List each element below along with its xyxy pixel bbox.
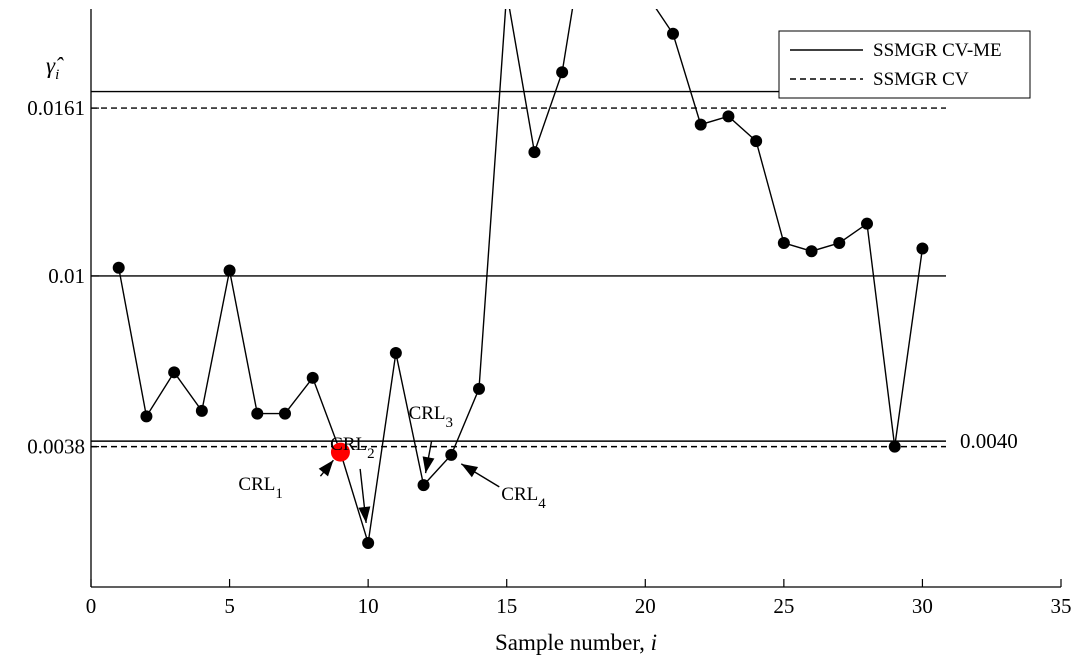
data-point-28 bbox=[861, 217, 873, 230]
data-series bbox=[112, 9, 929, 549]
y-ticks: 0.0038 0.01 0.0161 bbox=[27, 96, 99, 459]
legend-entry-2: SSMGR CV bbox=[873, 69, 969, 90]
data-point-30 bbox=[916, 242, 929, 255]
x-axis-label: Sample number, i bbox=[495, 630, 657, 655]
x-tick-label-0: 0 bbox=[86, 594, 97, 618]
annotation-label-1: CRL1 bbox=[238, 474, 282, 502]
data-point-2 bbox=[140, 410, 153, 423]
legend: SSMGR CV-ME SSMGR CV bbox=[778, 30, 1031, 99]
reference-line-label-3: 0.0040 bbox=[960, 429, 1018, 453]
annotation-arrowhead-1 bbox=[318, 460, 334, 477]
y-tick-label-2: 0.0161 bbox=[27, 96, 85, 120]
data-point-3 bbox=[168, 366, 181, 379]
data-point-17 bbox=[556, 66, 569, 79]
data-point-12 bbox=[417, 479, 430, 492]
axes bbox=[90, 9, 1061, 588]
data-point-7 bbox=[279, 407, 291, 420]
annotation-arrowhead-4 bbox=[461, 463, 479, 478]
annotation-arrowhead-3 bbox=[422, 456, 435, 474]
data-point-27 bbox=[833, 236, 846, 249]
legend-box bbox=[778, 30, 1031, 99]
data-point-10 bbox=[362, 536, 375, 549]
data-point-22 bbox=[694, 118, 707, 131]
x-tick-label-2: 10 bbox=[358, 594, 379, 618]
data-point-11 bbox=[389, 347, 402, 360]
y-axis-label: γ̂i bbox=[46, 53, 64, 83]
data-point-13 bbox=[445, 448, 458, 461]
x-tick-label-4: 20 bbox=[635, 594, 656, 618]
data-point-29 bbox=[888, 440, 901, 453]
x-tick-label-6: 30 bbox=[912, 594, 933, 618]
data-point-23 bbox=[722, 110, 735, 123]
x-ticks: 0 5 10 15 20 25 30 35 bbox=[86, 579, 1072, 618]
annotation-label-2: CRL2 bbox=[330, 434, 374, 462]
highlight-point bbox=[330, 442, 350, 462]
x-tick-label-3: 15 bbox=[496, 594, 517, 618]
data-point-26 bbox=[805, 245, 818, 258]
annotation-arrowhead-2 bbox=[358, 506, 371, 523]
y-axis-label-sub: i bbox=[55, 67, 59, 83]
data-point-4 bbox=[195, 404, 208, 417]
legend-entry-1: SSMGR CV-ME bbox=[873, 40, 1002, 61]
x-tick-label-1: 5 bbox=[224, 594, 235, 618]
data-point-14 bbox=[473, 382, 485, 395]
annotation-label-4: CRL4 bbox=[501, 484, 546, 512]
y-tick-label-0: 0.0038 bbox=[27, 435, 85, 459]
x-tick-label-7: 35 bbox=[1051, 594, 1072, 618]
data-point-25 bbox=[777, 236, 790, 249]
data-point-1 bbox=[112, 261, 125, 274]
data-point-16 bbox=[528, 146, 541, 159]
x-tick-label-5: 25 bbox=[773, 594, 794, 618]
data-point-21 bbox=[667, 27, 679, 40]
data-point-24 bbox=[750, 135, 763, 148]
data-point-5 bbox=[223, 264, 236, 277]
annotations: CRL1 CRL2 CRL3 CRL4 bbox=[238, 403, 546, 524]
data-point-8 bbox=[306, 371, 319, 384]
data-point-6 bbox=[251, 407, 264, 420]
y-tick-label-1: 0.01 bbox=[48, 264, 85, 288]
x-axis-label-var: i bbox=[651, 630, 657, 655]
annotation-label-3: CRL3 bbox=[409, 403, 453, 431]
